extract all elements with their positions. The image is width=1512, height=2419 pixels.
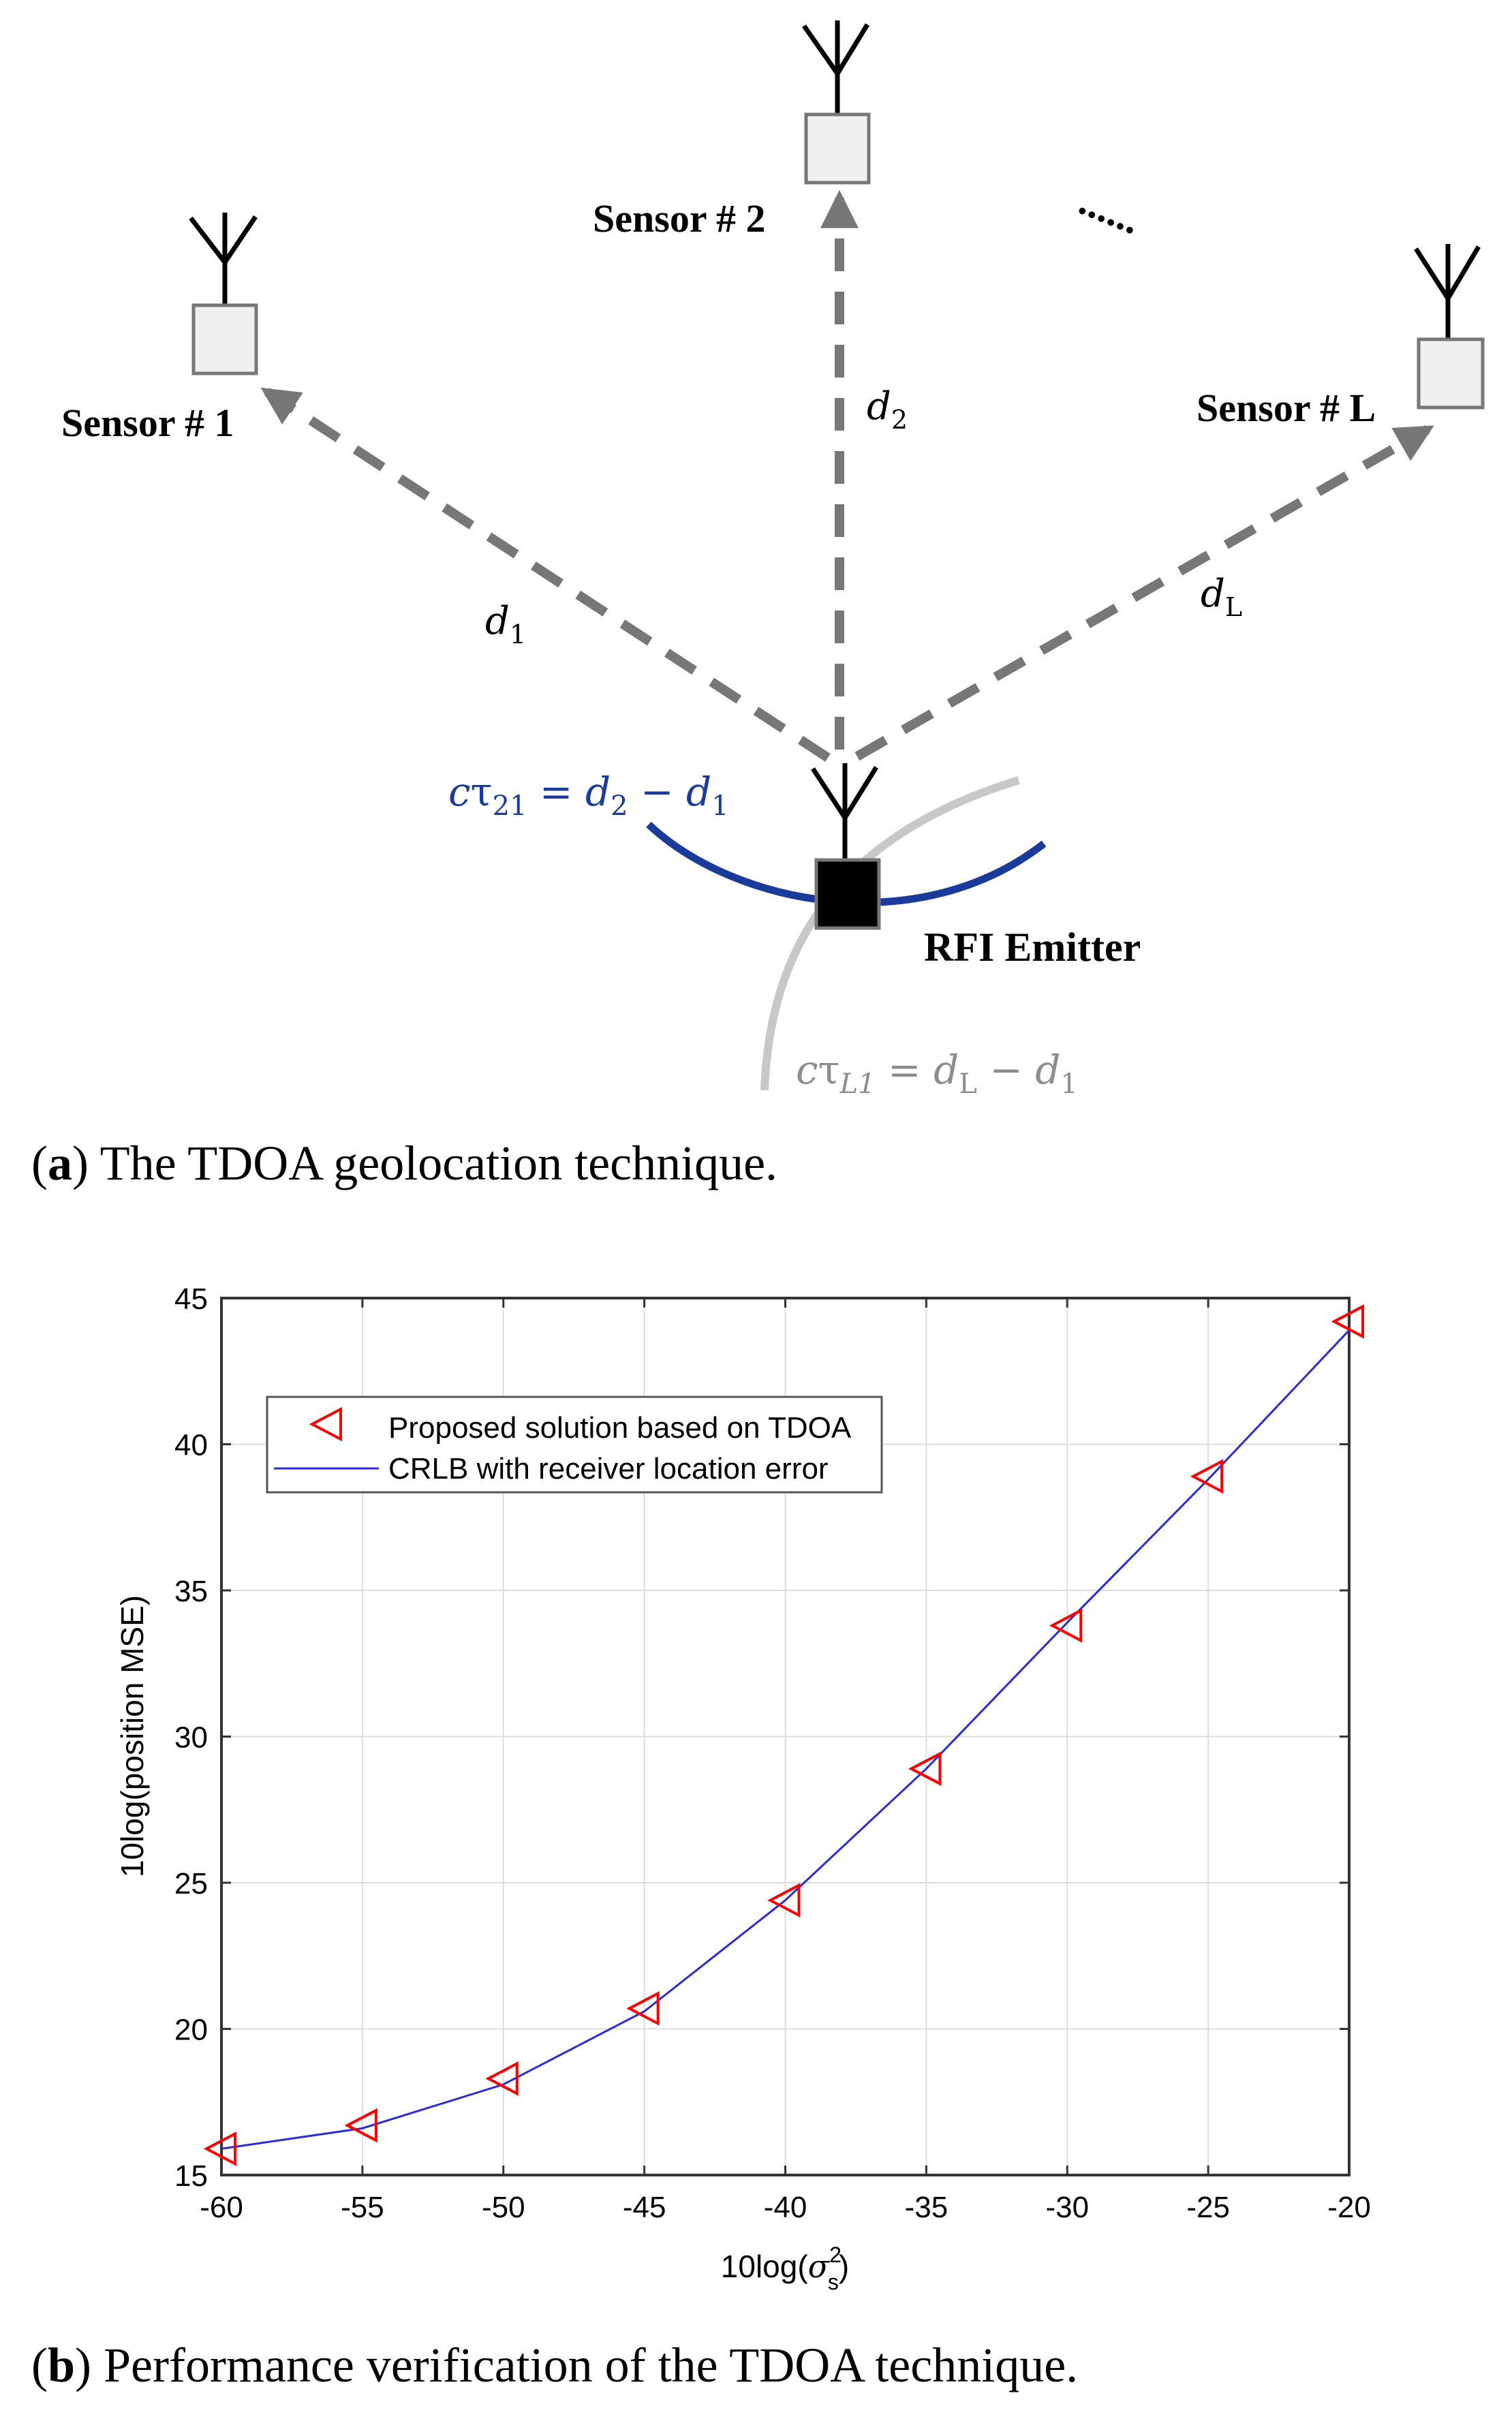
legend-box — [266, 1396, 883, 1494]
x-tick-label: -60 — [200, 2191, 243, 2224]
x-tick-label: -55 — [341, 2191, 384, 2224]
data-point-proposed — [1331, 1304, 1364, 1339]
y-axis-label: 10log(position MSE) — [114, 1595, 150, 1877]
x-tick-label: -45 — [623, 2191, 666, 2224]
x-tick-label: -30 — [1045, 2191, 1089, 2224]
emitter-label: RFI Emitter — [924, 925, 1141, 970]
tdoa-21-equation: cτ21 = d2 − d1 — [448, 769, 729, 822]
x-tick-label: -25 — [1186, 2191, 1230, 2224]
y-tick-label: 35 — [174, 1575, 208, 1608]
y-tick-label: 15 — [174, 2159, 208, 2193]
data-point-proposed — [626, 1991, 660, 2026]
tdoa-L1-equation: cτL1 = dL − d1 — [796, 1047, 1078, 1100]
data-point-proposed — [203, 2131, 236, 2166]
data-point-proposed — [1049, 1608, 1083, 1643]
sensor-L — [1414, 244, 1485, 410]
data-point-proposed — [485, 2061, 519, 2096]
ticks: -60 -55 -50 -45 -40 -35 -30 -25 -20 15 20 25 30 35 40 4… — [174, 1282, 1371, 2224]
sensor-box-icon — [1417, 337, 1485, 410]
data-point-proposed — [767, 1883, 801, 1918]
data-point-proposed — [344, 2108, 377, 2143]
tdoa-diagram: Sensor # 1 Sensor # 2 Sensor # L ...... … — [61, 20, 1485, 1100]
sensor-1 — [189, 213, 258, 375]
caption-a: (a) The TDOA geolocation technique. — [31, 1136, 778, 1190]
antenna-icon — [1414, 244, 1481, 339]
mse-chart: -60 -55 -50 -45 -40 -35 -30 -25 -20 15 20 25 30 35 40 4… — [114, 1282, 1371, 2294]
x-tick-label: -35 — [905, 2191, 948, 2224]
y-tick-label: 40 — [174, 1429, 208, 1462]
x-tick-label: -20 — [1327, 2191, 1371, 2224]
sensor-L-label: Sensor # L — [1197, 386, 1376, 430]
distance-arrow-1 — [260, 387, 831, 762]
sensor-box-icon — [191, 303, 258, 375]
sensor-2-label: Sensor # 2 — [593, 196, 766, 241]
data-point-proposed — [1190, 1459, 1224, 1494]
emitter-box-icon — [814, 858, 881, 930]
sensor-2 — [802, 20, 871, 185]
sensor-box-icon — [804, 112, 871, 185]
x-axis-label: 10log(σ2 s) — [721, 2243, 849, 2294]
distance-arrow-L — [854, 425, 1434, 761]
caption-b: (b) Performance verification of the TDOA… — [31, 2338, 1079, 2392]
y-tick-label: 20 — [174, 2014, 208, 2047]
rfi-emitter — [811, 763, 881, 930]
antenna-icon — [802, 20, 869, 114]
series-line-crlb — [221, 1329, 1351, 2150]
legend: Proposed solution based on TDOA CRLB wit… — [266, 1396, 883, 1494]
distance-label-2: d2 — [867, 384, 908, 435]
distance-label-L: dL — [1201, 572, 1242, 622]
legend-triangle-marker — [309, 1406, 342, 1442]
y-tick-label: 30 — [174, 1721, 208, 1755]
distance-label-1: d1 — [485, 599, 526, 649]
legend-label-crlb: CRLB with receiver location error — [388, 1452, 829, 1485]
x-tick-label: -50 — [482, 2191, 525, 2224]
antenna-icon — [189, 213, 258, 305]
x-tick-label: -40 — [764, 2191, 807, 2224]
data-point-proposed — [908, 1751, 942, 1786]
ellipsis: ...... — [1073, 178, 1147, 243]
antenna-icon — [811, 763, 878, 860]
y-tick-label: 45 — [174, 1282, 208, 1316]
legend-label-proposed: Proposed solution based on TDOA — [388, 1411, 852, 1445]
sensor-1-label: Sensor # 1 — [61, 401, 234, 445]
y-tick-label: 25 — [174, 1867, 208, 1900]
series — [203, 1304, 1364, 2166]
